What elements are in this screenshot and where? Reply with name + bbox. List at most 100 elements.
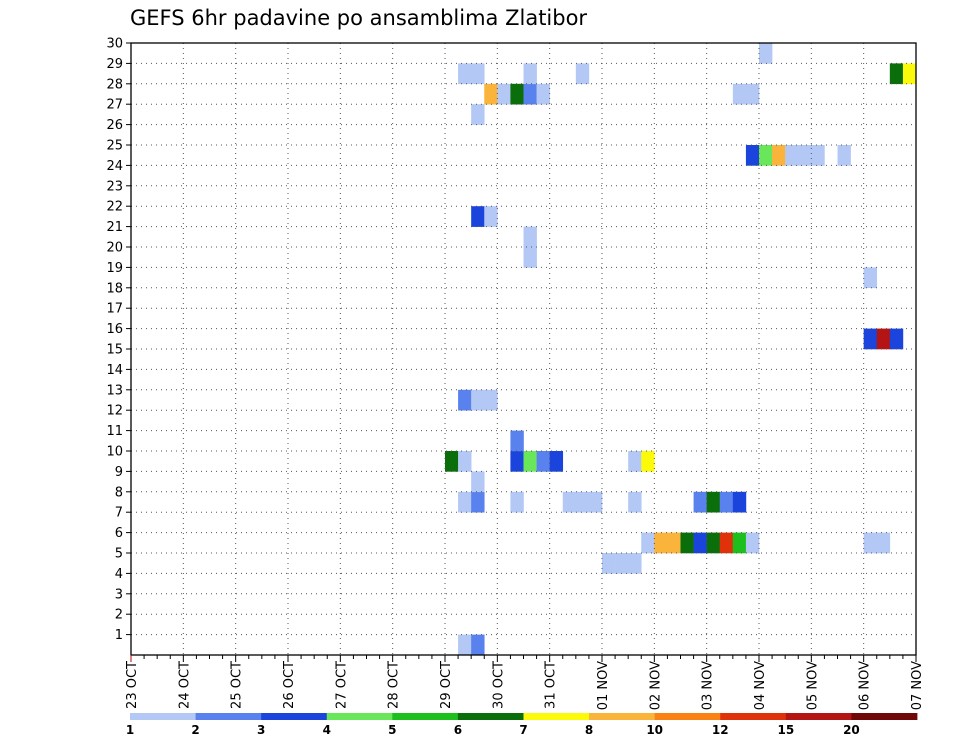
heatmap-cell (876, 532, 891, 554)
heatmap-cell (523, 451, 537, 472)
heatmap-cell (706, 532, 721, 554)
y-tick-label: 17 (106, 302, 123, 317)
heatmap-cell (510, 430, 524, 452)
heatmap-cell (628, 491, 642, 513)
plot-frame (130, 42, 917, 656)
heatmap-cell (680, 532, 694, 554)
y-tick-label: 27 (106, 98, 123, 113)
legend-label: 6 (454, 723, 462, 737)
heatmap-cell (497, 83, 511, 105)
heatmap-cell (510, 83, 524, 105)
heatmap-cell (785, 145, 799, 166)
heatmap-cell (641, 532, 655, 554)
legend-swatch (589, 713, 656, 720)
heatmap-cell (745, 532, 760, 554)
y-tick-label: 15 (106, 343, 123, 358)
legend-label: 4 (323, 723, 331, 737)
y-tick-label: 24 (106, 159, 123, 174)
legend-swatch (130, 713, 196, 720)
y-tick-label: 8 (115, 485, 123, 500)
heatmap-cell (876, 328, 891, 350)
legend-swatch (654, 713, 721, 720)
heatmap-cell (759, 43, 773, 64)
heatmap-cell (458, 451, 472, 472)
heatmap-cell (745, 83, 760, 105)
x-tick-label: 28 OCT (387, 661, 402, 709)
heatmap-cell (458, 63, 472, 85)
legend-swatch (523, 713, 590, 720)
x-tick-label: 31 OCT (544, 661, 559, 709)
heatmap-cell (471, 63, 485, 85)
heatmap-cell (745, 145, 760, 166)
y-tick-label: 2 (115, 608, 123, 623)
heatmap-cell (510, 451, 524, 472)
legend-swatch (785, 713, 852, 720)
legend-label: 1 (126, 723, 134, 737)
heatmap-cell (523, 63, 537, 85)
heatmap-cell (458, 491, 472, 513)
legend-label: 8 (585, 723, 593, 737)
y-tick-label: 18 (106, 281, 123, 296)
y-tick-label: 22 (106, 200, 123, 215)
heatmap-cell (523, 247, 537, 268)
y-tick-label: 7 (115, 506, 123, 521)
x-tick-label: 26 OCT (282, 661, 297, 709)
heatmap-cell (575, 491, 590, 513)
heatmap-cell (719, 491, 734, 513)
heatmap-cell (471, 206, 485, 227)
y-tick-label: 1 (115, 628, 123, 643)
heatmap-cell (837, 145, 851, 166)
x-tick-label: 04 NOV (753, 661, 768, 710)
heatmap-cell (484, 83, 498, 105)
legend-label: 15 (777, 723, 794, 737)
y-tick-label: 21 (106, 220, 123, 235)
heatmap-cell (863, 267, 878, 289)
heatmap-cell (693, 491, 707, 513)
legend-layer: 1 2 3 4 5 6 7 8 10 12 15 20 (126, 713, 918, 737)
heatmap-cell (719, 532, 734, 554)
heatmap-cell (458, 634, 472, 656)
legend-swatch (261, 713, 328, 720)
heatmap-cell (732, 532, 747, 554)
y-tick-label: 19 (106, 261, 123, 276)
x-tick-label: 23 OCT (125, 661, 140, 709)
y-tick-label: 11 (106, 424, 123, 439)
axes-layer: 1234567891011121314151617181920212223242… (106, 37, 925, 711)
heatmap-cell (484, 389, 498, 411)
y-tick-label: 6 (115, 526, 123, 541)
x-tick-label: 01 NOV (596, 661, 611, 710)
heatmap-cell (759, 145, 773, 166)
heatmap-cell (445, 451, 459, 472)
heatmap-cell (523, 226, 537, 248)
heatmap-cell (588, 491, 603, 513)
heatmap-cell (484, 206, 498, 227)
y-tick-label: 9 (115, 465, 123, 480)
heatmap-cell (536, 451, 550, 472)
heatmap-cell (575, 63, 590, 85)
x-tick-label: 24 OCT (177, 661, 192, 709)
cells-layer (445, 43, 917, 656)
y-tick-label: 26 (106, 118, 123, 133)
y-tick-label: 29 (106, 57, 123, 72)
heatmap-cell (772, 145, 786, 166)
x-tick-label: 02 NOV (648, 661, 663, 710)
heatmap-cell (615, 553, 629, 574)
y-tick-label: 30 (106, 37, 123, 52)
chart-title: GEFS 6hr padavine po ansamblima Zlatibor (130, 6, 588, 30)
legend-label: 3 (257, 723, 265, 737)
heatmap-cell (863, 328, 878, 350)
heatmap-cell (693, 532, 707, 554)
heatmap-cell (863, 532, 878, 554)
x-tick-label: 30 OCT (491, 661, 506, 709)
heatmap-cell (549, 451, 564, 472)
heatmap-cell (602, 553, 616, 574)
heatmap-cell (628, 553, 642, 574)
heatmap-cell (654, 532, 668, 554)
heatmap-cell (667, 532, 681, 554)
heatmap-cell (523, 83, 537, 105)
x-tick-label: 25 OCT (230, 661, 245, 709)
heatmap-cell (902, 63, 917, 85)
heatmap-cell (536, 83, 550, 105)
legend-label: 5 (388, 723, 396, 737)
